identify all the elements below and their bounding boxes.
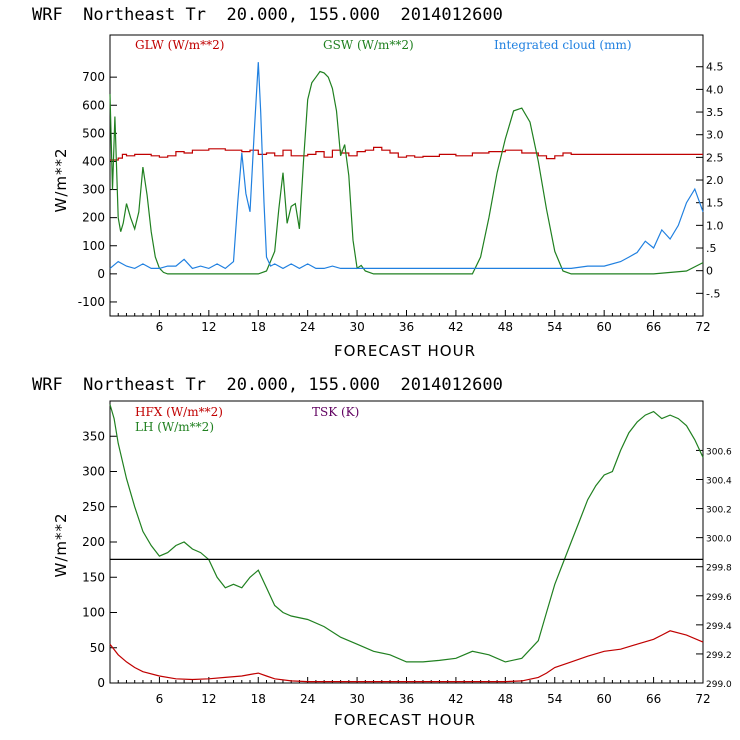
legend-lh: LH (W/m**2) [135, 420, 214, 434]
chart-top: WRF Northeast Tr 20.000, 155.000 2014012… [32, 5, 724, 360]
series-line-integrated [109, 62, 704, 270]
x-tick-label: 30 [349, 692, 364, 706]
legend-hfx: HFX (W/m**2) [135, 405, 223, 419]
x-tick-label: 36 [399, 320, 414, 334]
x-tick-label: 66 [646, 320, 661, 334]
y-tick-label: 200 [82, 535, 105, 549]
chart-top-title: WRF Northeast Tr 20.000, 155.000 2014012… [32, 5, 503, 25]
y2-tick-label: 300.2 [706, 506, 732, 516]
x-tick-label: 6 [156, 692, 164, 706]
y2-tick-label: 0 [706, 265, 713, 278]
y-tick-label: 0 [97, 676, 105, 690]
legend-gsw: GSW (W/m**2) [323, 38, 414, 52]
y2-tick-label: 299.0 [706, 680, 732, 690]
y2-tick-label: 4.5 [706, 61, 724, 74]
y2-tick-label: 1.5 [706, 197, 724, 210]
chart-top-y-axis: -100 0 100 200 300 400 500 600 700 [78, 70, 117, 309]
chart-bottom-x-axis: 6 12 18 24 30 36 42 48 54 60 66 72 [117, 677, 711, 706]
x-tick-label: 12 [201, 692, 216, 706]
y2-tick-label: 299.6 [706, 593, 732, 603]
y-tick-label: -100 [78, 295, 105, 309]
chart-top-x-label: FORECAST HOUR [334, 342, 476, 360]
y-tick-label: 200 [82, 211, 105, 225]
chart-bottom-series [109, 404, 704, 683]
x-tick-label: 42 [448, 320, 463, 334]
x-tick-label: 72 [695, 320, 710, 334]
y-tick-label: 300 [82, 465, 105, 479]
y2-tick-label: 300.6 [706, 447, 732, 457]
x-tick-label: 36 [399, 692, 414, 706]
legend-integrated-cloud: Integrated cloud (mm) [494, 38, 632, 52]
y-tick-label: 500 [82, 126, 105, 140]
chart-bottom-title: WRF Northeast Tr 20.000, 155.000 2014012… [32, 375, 503, 395]
x-tick-label: 54 [547, 692, 562, 706]
x-tick-label: 60 [597, 692, 612, 706]
y2-tick-label: 300.4 [706, 476, 732, 486]
x-tick-label: 48 [498, 320, 513, 334]
series-line-lh [109, 404, 704, 663]
y2-tick-label: 4.0 [706, 83, 724, 96]
x-tick-label: 42 [448, 692, 463, 706]
chart-bottom-plot-frame [109, 400, 704, 684]
y-tick-label: 250 [82, 500, 105, 514]
chart-bottom-x-label: FORECAST HOUR [334, 711, 476, 729]
chart-bottom-y2-axis: 299.0 299.2 299.4 299.6 299.8 300.0 300.2 300.4… [696, 447, 732, 690]
x-tick-label: 18 [251, 692, 266, 706]
x-tick-label: 12 [201, 320, 216, 334]
y-tick-label: 50 [90, 641, 105, 655]
y2-tick-label: -.5 [706, 287, 720, 300]
y-tick-label: 100 [82, 239, 105, 253]
y-tick-label: 700 [82, 70, 105, 84]
x-tick-label: 18 [251, 320, 266, 334]
x-tick-label: 30 [349, 320, 364, 334]
series-line-gsw [109, 70, 704, 275]
y-tick-label: 350 [82, 429, 105, 443]
chart-bottom-y-label: W/m**2 [52, 512, 70, 577]
y2-tick-label: .5 [706, 242, 717, 255]
y2-tick-label: 1.0 [706, 219, 724, 232]
chart-top-y-label: W/m**2 [52, 147, 70, 212]
y2-tick-label: 299.4 [706, 622, 732, 632]
y2-tick-label: 3.5 [706, 106, 724, 119]
y2-tick-label: 299.8 [706, 564, 732, 574]
chart-bottom: WRF Northeast Tr 20.000, 155.000 2014012… [32, 375, 732, 729]
y2-tick-label: 299.2 [706, 651, 732, 661]
y-tick-label: 150 [82, 570, 105, 584]
y2-tick-label: 300.0 [706, 535, 732, 545]
chart-top-x-axis: 6 12 18 24 30 36 42 48 54 60 66 72 [117, 310, 711, 334]
y-tick-label: 400 [82, 154, 105, 168]
x-tick-label: 48 [498, 692, 513, 706]
y2-tick-label: 2.0 [706, 174, 724, 187]
y2-tick-label: 3.0 [706, 129, 724, 142]
y-tick-label: 300 [82, 183, 105, 197]
x-tick-label: 60 [597, 320, 612, 334]
x-tick-label: 24 [300, 320, 315, 334]
y-tick-label: 600 [82, 98, 105, 112]
chart-bottom-y-axis: 0 50 100 150 200 250 300 350 [82, 429, 117, 690]
x-tick-label: 66 [646, 692, 661, 706]
x-tick-label: 24 [300, 692, 315, 706]
legend-tsk: TSK (K) [312, 405, 359, 419]
x-tick-label: 72 [695, 692, 710, 706]
series-line-hfx [109, 630, 704, 683]
legend-glw: GLW (W/m**2) [135, 38, 224, 52]
y-tick-label: 0 [97, 267, 105, 281]
chart-top-series [109, 62, 704, 275]
y-tick-label: 100 [82, 606, 105, 620]
y2-tick-label: 2.5 [706, 151, 724, 164]
chart-top-y2-axis: -.5 0 .5 1.0 1.5 2.0 2.5 3.0 3.5 4.0 4.5 [696, 61, 724, 300]
series-line-glw [110, 146, 703, 161]
x-tick-label: 54 [547, 320, 562, 334]
x-tick-label: 6 [156, 320, 164, 334]
